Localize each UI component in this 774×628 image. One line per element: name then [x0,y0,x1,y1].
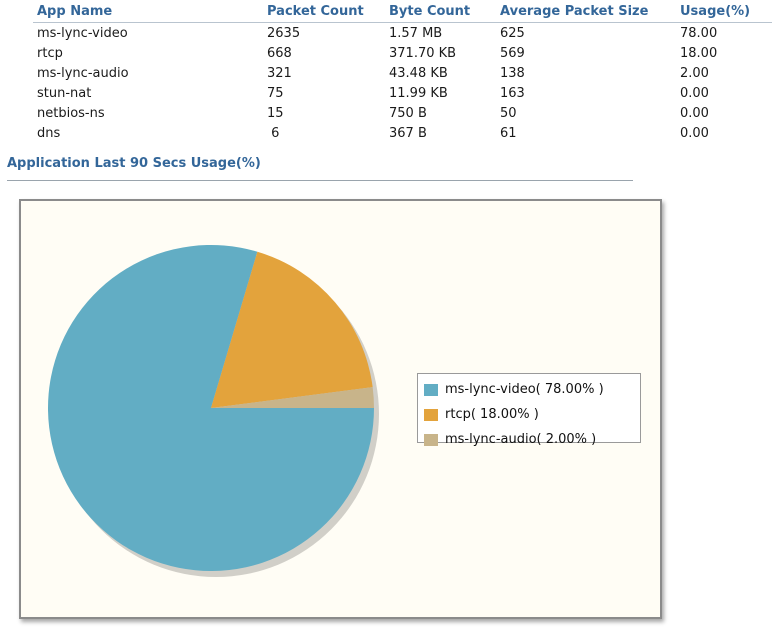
cell-usage: 0.00 [680,125,709,141]
pie-chart [48,245,379,577]
legend-swatch [424,408,438,421]
legend-item-rtcp[interactable]: rtcp( 18.00% ) [424,402,640,427]
table-row: stun-nat 75 11.99 KB 163 0.00 [33,83,772,103]
legend-label: rtcp( 18.00% ) [445,407,539,422]
table-header-row: App Name Packet Count Byte Count Average… [33,0,772,23]
chart-legend: ms-lync-video( 78.00% ) rtcp( 18.00% ) m… [417,373,641,447]
legend-swatch [424,383,438,396]
cell-average-packet-size: 569 [500,45,525,61]
cell-average-packet-size: 61 [500,125,517,141]
cell-usage: 2.00 [680,65,709,81]
cell-average-packet-size: 50 [500,105,517,121]
cell-byte-count: 367 B [389,125,427,141]
legend-swatch [424,433,438,446]
cell-packet-count: 321 [267,65,292,81]
pie-slice-rtcp[interactable] [211,251,373,408]
cell-usage: 18.00 [680,45,718,61]
cell-app-name: stun-nat [37,85,92,101]
cell-packet-count: 15 [267,105,284,121]
cell-average-packet-size: 138 [500,65,525,81]
cell-app-name: netbios-ns [37,105,105,121]
table-row: dns 6 367 B 61 0.00 [33,123,772,143]
pie-slice-ms-lync-video[interactable] [48,245,374,572]
legend-item-ms-lync-video[interactable]: ms-lync-video( 78.00% ) [424,377,640,402]
header-app-name[interactable]: App Name [33,0,263,23]
header-packet-count[interactable]: Packet Count [263,0,385,23]
cell-average-packet-size: 163 [500,85,525,101]
cell-app-name: ms-lync-video [37,25,128,41]
header-byte-count[interactable]: Byte Count [385,0,496,23]
pie-slice-ms-lync-audio[interactable] [211,387,374,408]
cell-app-name: rtcp [37,45,63,61]
cell-byte-count: 11.99 KB [389,85,448,101]
section-divider [7,180,633,181]
cell-byte-count: 43.48 KB [389,65,448,81]
pie-slices [48,245,374,572]
app-usage-table: App Name Packet Count Byte Count Average… [33,0,772,143]
cell-packet-count: 2635 [267,25,301,41]
table-row: ms-lync-video 2635 1.57 MB 625 78.00 [33,23,772,44]
cell-average-packet-size: 625 [500,25,525,41]
table-row: ms-lync-audio 321 43.48 KB 138 2.00 [33,63,772,83]
header-average-packet-size[interactable]: Average Packet Size [496,0,676,23]
cell-usage: 0.00 [680,85,709,101]
cell-packet-count: 75 [267,85,284,101]
cell-packet-count: 6 [267,125,280,141]
cell-byte-count: 1.57 MB [389,25,443,41]
cell-usage: 78.00 [680,25,718,41]
cell-app-name: dns [37,125,61,141]
legend-label: ms-lync-audio( 2.00% ) [445,432,597,447]
cell-byte-count: 371.70 KB [389,45,457,61]
table-row: netbios-ns 15 750 B 50 0.00 [33,103,772,123]
legend-label: ms-lync-video( 78.00% ) [445,382,604,397]
cell-packet-count: 668 [267,45,292,61]
table-row: rtcp 668 371.70 KB 569 18.00 [33,43,772,63]
cell-app-name: ms-lync-audio [37,65,129,81]
cell-usage: 0.00 [680,105,709,121]
usage-pie-chart-panel: ms-lync-video( 78.00% ) rtcp( 18.00% ) m… [19,199,662,619]
header-usage[interactable]: Usage(%) [676,0,772,23]
section-title: Application Last 90 Secs Usage(%) [7,156,261,171]
legend-item-ms-lync-audio[interactable]: ms-lync-audio( 2.00% ) [424,427,640,452]
cell-byte-count: 750 B [389,105,427,121]
